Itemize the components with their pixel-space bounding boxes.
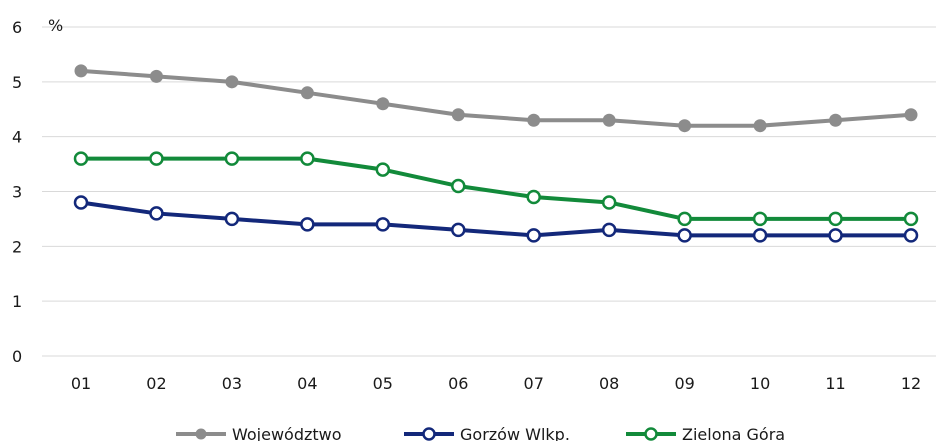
data-point xyxy=(225,75,239,89)
data-point xyxy=(376,97,390,111)
data-point xyxy=(224,151,240,166)
legend-item: Zielona Góra xyxy=(626,425,785,444)
y-tick-label: 2 xyxy=(12,237,22,256)
data-point xyxy=(678,119,692,133)
data-point xyxy=(73,151,89,166)
x-tick-label: 01 xyxy=(71,374,91,393)
data-point xyxy=(677,228,692,243)
data-point xyxy=(149,69,163,83)
x-tick-label: 10 xyxy=(750,374,770,393)
x-tick-label: 05 xyxy=(373,374,393,393)
data-point xyxy=(451,108,465,122)
data-point xyxy=(527,113,541,127)
data-point xyxy=(149,151,164,166)
data-point xyxy=(73,195,89,210)
legend-marker xyxy=(644,427,658,441)
x-tick-label: 07 xyxy=(524,374,544,393)
data-point xyxy=(526,228,541,243)
x-tick-label: 04 xyxy=(297,374,317,393)
data-point xyxy=(601,222,617,238)
legend-label: Województwo xyxy=(232,425,342,441)
y-tick-label: 5 xyxy=(12,73,22,92)
legend-label: Gorzów Wlkp. xyxy=(460,425,570,441)
y-tick-label: 3 xyxy=(12,183,22,202)
data-point xyxy=(375,217,391,232)
series-line xyxy=(79,200,913,238)
data-point xyxy=(451,222,466,238)
data-point xyxy=(752,228,768,243)
series-zielona-go-ra xyxy=(73,151,919,227)
series-gorzo-w-wlkp xyxy=(73,195,919,243)
x-tick-label: 11 xyxy=(825,374,845,393)
x-tick-label: 08 xyxy=(599,374,619,393)
y-tick-label: 1 xyxy=(12,292,22,311)
y-tick-label: 4 xyxy=(12,128,22,147)
data-point xyxy=(300,217,315,232)
data-point xyxy=(753,119,767,133)
x-tick-label: 06 xyxy=(448,374,468,393)
data-point xyxy=(752,211,768,227)
series-line xyxy=(79,156,913,221)
data-point xyxy=(602,113,616,127)
grid-lines xyxy=(42,26,936,357)
legend: Województwo Gorzów Wlkp. Zielona Góra xyxy=(176,425,785,444)
data-point xyxy=(828,228,843,243)
data-point xyxy=(375,162,391,177)
y-tick-label: 6 xyxy=(12,18,22,37)
data-point xyxy=(677,211,692,227)
data-point xyxy=(903,228,919,243)
data-point xyxy=(904,108,918,122)
legend-label: Zielona Góra xyxy=(682,425,785,441)
data-point xyxy=(224,211,240,227)
data-point xyxy=(828,211,843,227)
data-point xyxy=(903,211,919,227)
x-tick-label: 09 xyxy=(674,374,694,393)
y-axis-ticks: 0 1 2 3 4 5 6 xyxy=(12,18,22,366)
data-point xyxy=(300,86,314,100)
legend-item: Województwo xyxy=(176,425,342,444)
legend-marker xyxy=(422,427,436,441)
data-point xyxy=(451,178,466,194)
legend-marker xyxy=(195,428,207,440)
legend-item: Gorzów Wlkp. xyxy=(404,425,570,444)
data-point xyxy=(601,195,617,210)
data-point xyxy=(74,64,88,78)
data-point xyxy=(829,113,843,127)
series-wojewo-dztwo xyxy=(74,64,918,133)
x-tick-label: 02 xyxy=(146,374,166,393)
x-axis-ticks: 01 02 03 04 05 06 07 08 09 10 11 12 xyxy=(71,374,921,393)
y-tick-label: 0 xyxy=(12,347,22,366)
series-line xyxy=(79,68,913,128)
data-point xyxy=(300,151,315,166)
y-axis-unit-label: % xyxy=(48,16,63,35)
x-tick-label: 12 xyxy=(901,374,921,393)
data-point xyxy=(149,206,164,221)
x-tick-label: 03 xyxy=(222,374,242,393)
data-point xyxy=(526,189,541,205)
series-lines xyxy=(73,64,919,243)
